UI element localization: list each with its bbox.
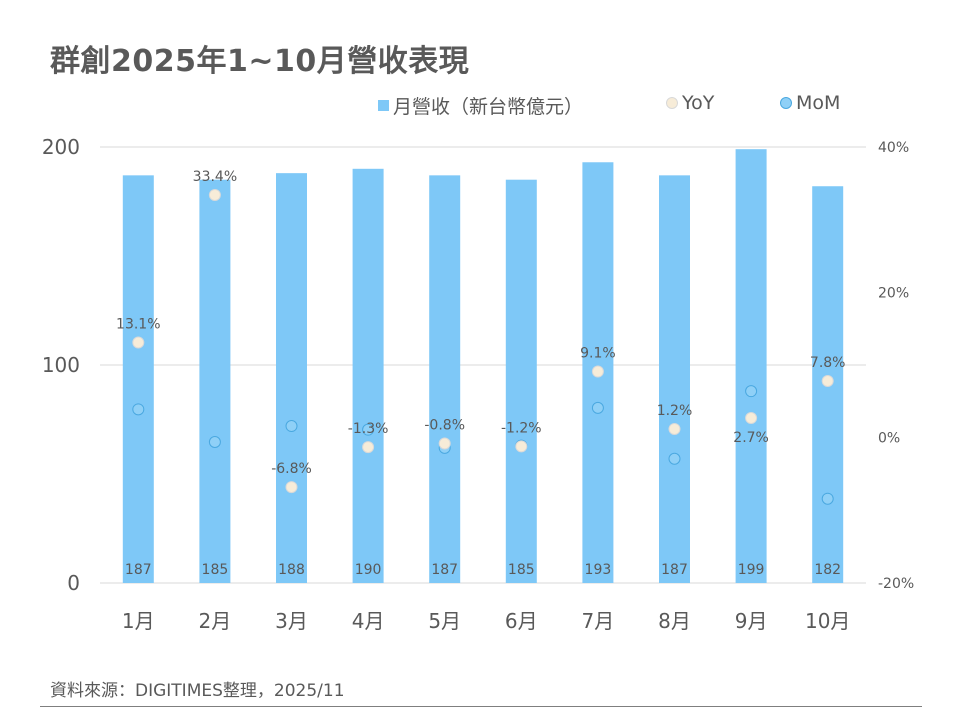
yoy-point bbox=[132, 336, 145, 349]
revenue-bar-label: 190 bbox=[355, 562, 382, 578]
mom-point bbox=[821, 492, 834, 505]
yoy-point bbox=[668, 422, 681, 435]
x-tick-label: 9月 bbox=[735, 609, 768, 633]
yoy-data-label: -0.8% bbox=[424, 417, 465, 433]
x-tick-label: 7月 bbox=[582, 609, 615, 633]
revenue-bar bbox=[735, 149, 767, 583]
revenue-bar bbox=[199, 179, 231, 583]
yoy-point bbox=[745, 412, 758, 425]
x-tick-label: 4月 bbox=[352, 609, 385, 633]
yoy-data-label: 2.7% bbox=[733, 430, 769, 446]
mom-point bbox=[362, 423, 375, 436]
revenue-bar bbox=[352, 168, 384, 584]
y-tick-label-secondary: 20% bbox=[878, 285, 909, 301]
revenue-bar-label: 193 bbox=[585, 562, 612, 578]
x-tick-label: 1月 bbox=[122, 609, 155, 633]
x-tick-label: 10月 bbox=[805, 609, 850, 633]
revenue-bar bbox=[505, 179, 537, 583]
revenue-bar bbox=[122, 175, 154, 583]
mom-point bbox=[745, 385, 758, 398]
legend-label-yoy: YoY bbox=[682, 92, 715, 114]
revenue-bar-label: 187 bbox=[661, 562, 688, 578]
mom-point bbox=[285, 420, 298, 433]
revenue-bar-label: 187 bbox=[125, 562, 152, 578]
y-tick-label-primary: 200 bbox=[42, 135, 80, 159]
source-divider bbox=[40, 706, 922, 707]
yoy-point bbox=[591, 365, 604, 378]
x-tick-label: 8月 bbox=[658, 609, 691, 633]
x-tick-label: 2月 bbox=[199, 609, 232, 633]
legend-label-mom: MoM bbox=[796, 92, 841, 114]
x-tick-label: 3月 bbox=[275, 609, 308, 633]
mom-point bbox=[132, 403, 145, 416]
yoy-data-label: -1.2% bbox=[501, 420, 542, 436]
y-tick-label-primary: 0 bbox=[67, 571, 80, 595]
y-tick-label-secondary: 40% bbox=[878, 140, 909, 156]
yoy-point bbox=[515, 440, 528, 453]
yoy-data-label: 9.1% bbox=[580, 346, 616, 362]
revenue-bar bbox=[429, 175, 461, 583]
legend-swatch-mom bbox=[780, 97, 792, 109]
revenue-bar-label: 187 bbox=[431, 562, 458, 578]
x-tick-label: 6月 bbox=[505, 609, 538, 633]
yoy-point bbox=[362, 441, 375, 454]
yoy-point bbox=[208, 188, 221, 201]
yoy-data-label: -1.3% bbox=[348, 421, 389, 437]
revenue-bar-label: 188 bbox=[278, 562, 305, 578]
revenue-bar-label: 182 bbox=[814, 562, 841, 578]
yoy-data-label: 33.4% bbox=[193, 169, 237, 185]
legend-swatch-yoy bbox=[666, 97, 678, 109]
y-tick-label-secondary: 0% bbox=[878, 431, 900, 447]
legend-item-mom: MoM bbox=[780, 92, 840, 114]
revenue-bar-label: 199 bbox=[738, 562, 765, 578]
mom-point bbox=[591, 401, 604, 414]
x-tick-label: 5月 bbox=[428, 609, 461, 633]
legend-item-revenue: 月營收（新台幣億元） bbox=[378, 92, 583, 119]
chart-legend: 月營收（新台幣億元） YoY MoM bbox=[0, 92, 960, 119]
source-note: 資料來源：DIGITIMES整理，2025/11 bbox=[50, 681, 345, 701]
yoy-data-label: 1.2% bbox=[657, 403, 693, 419]
chart-title: 群創2025年1~10月營收表現 bbox=[50, 44, 470, 79]
mom-point bbox=[208, 436, 221, 449]
yoy-data-label: 13.1% bbox=[116, 316, 160, 332]
yoy-point bbox=[438, 437, 451, 450]
mom-point bbox=[668, 452, 681, 465]
legend-label-revenue: 月營收（新台幣億元） bbox=[393, 96, 584, 118]
revenue-bar-label: 185 bbox=[508, 562, 535, 578]
legend-item-yoy: YoY bbox=[666, 92, 714, 114]
legend-swatch-revenue bbox=[378, 100, 389, 111]
yoy-point bbox=[821, 374, 834, 387]
y-tick-label-secondary: -20% bbox=[878, 576, 914, 592]
yoy-point bbox=[285, 481, 298, 494]
y-tick-label-primary: 100 bbox=[42, 353, 80, 377]
revenue-bar bbox=[276, 173, 307, 583]
revenue-bar bbox=[659, 175, 690, 583]
revenue-bar-label: 185 bbox=[202, 562, 229, 578]
yoy-data-label: 7.8% bbox=[810, 355, 846, 371]
yoy-data-label: -6.8% bbox=[271, 461, 312, 477]
